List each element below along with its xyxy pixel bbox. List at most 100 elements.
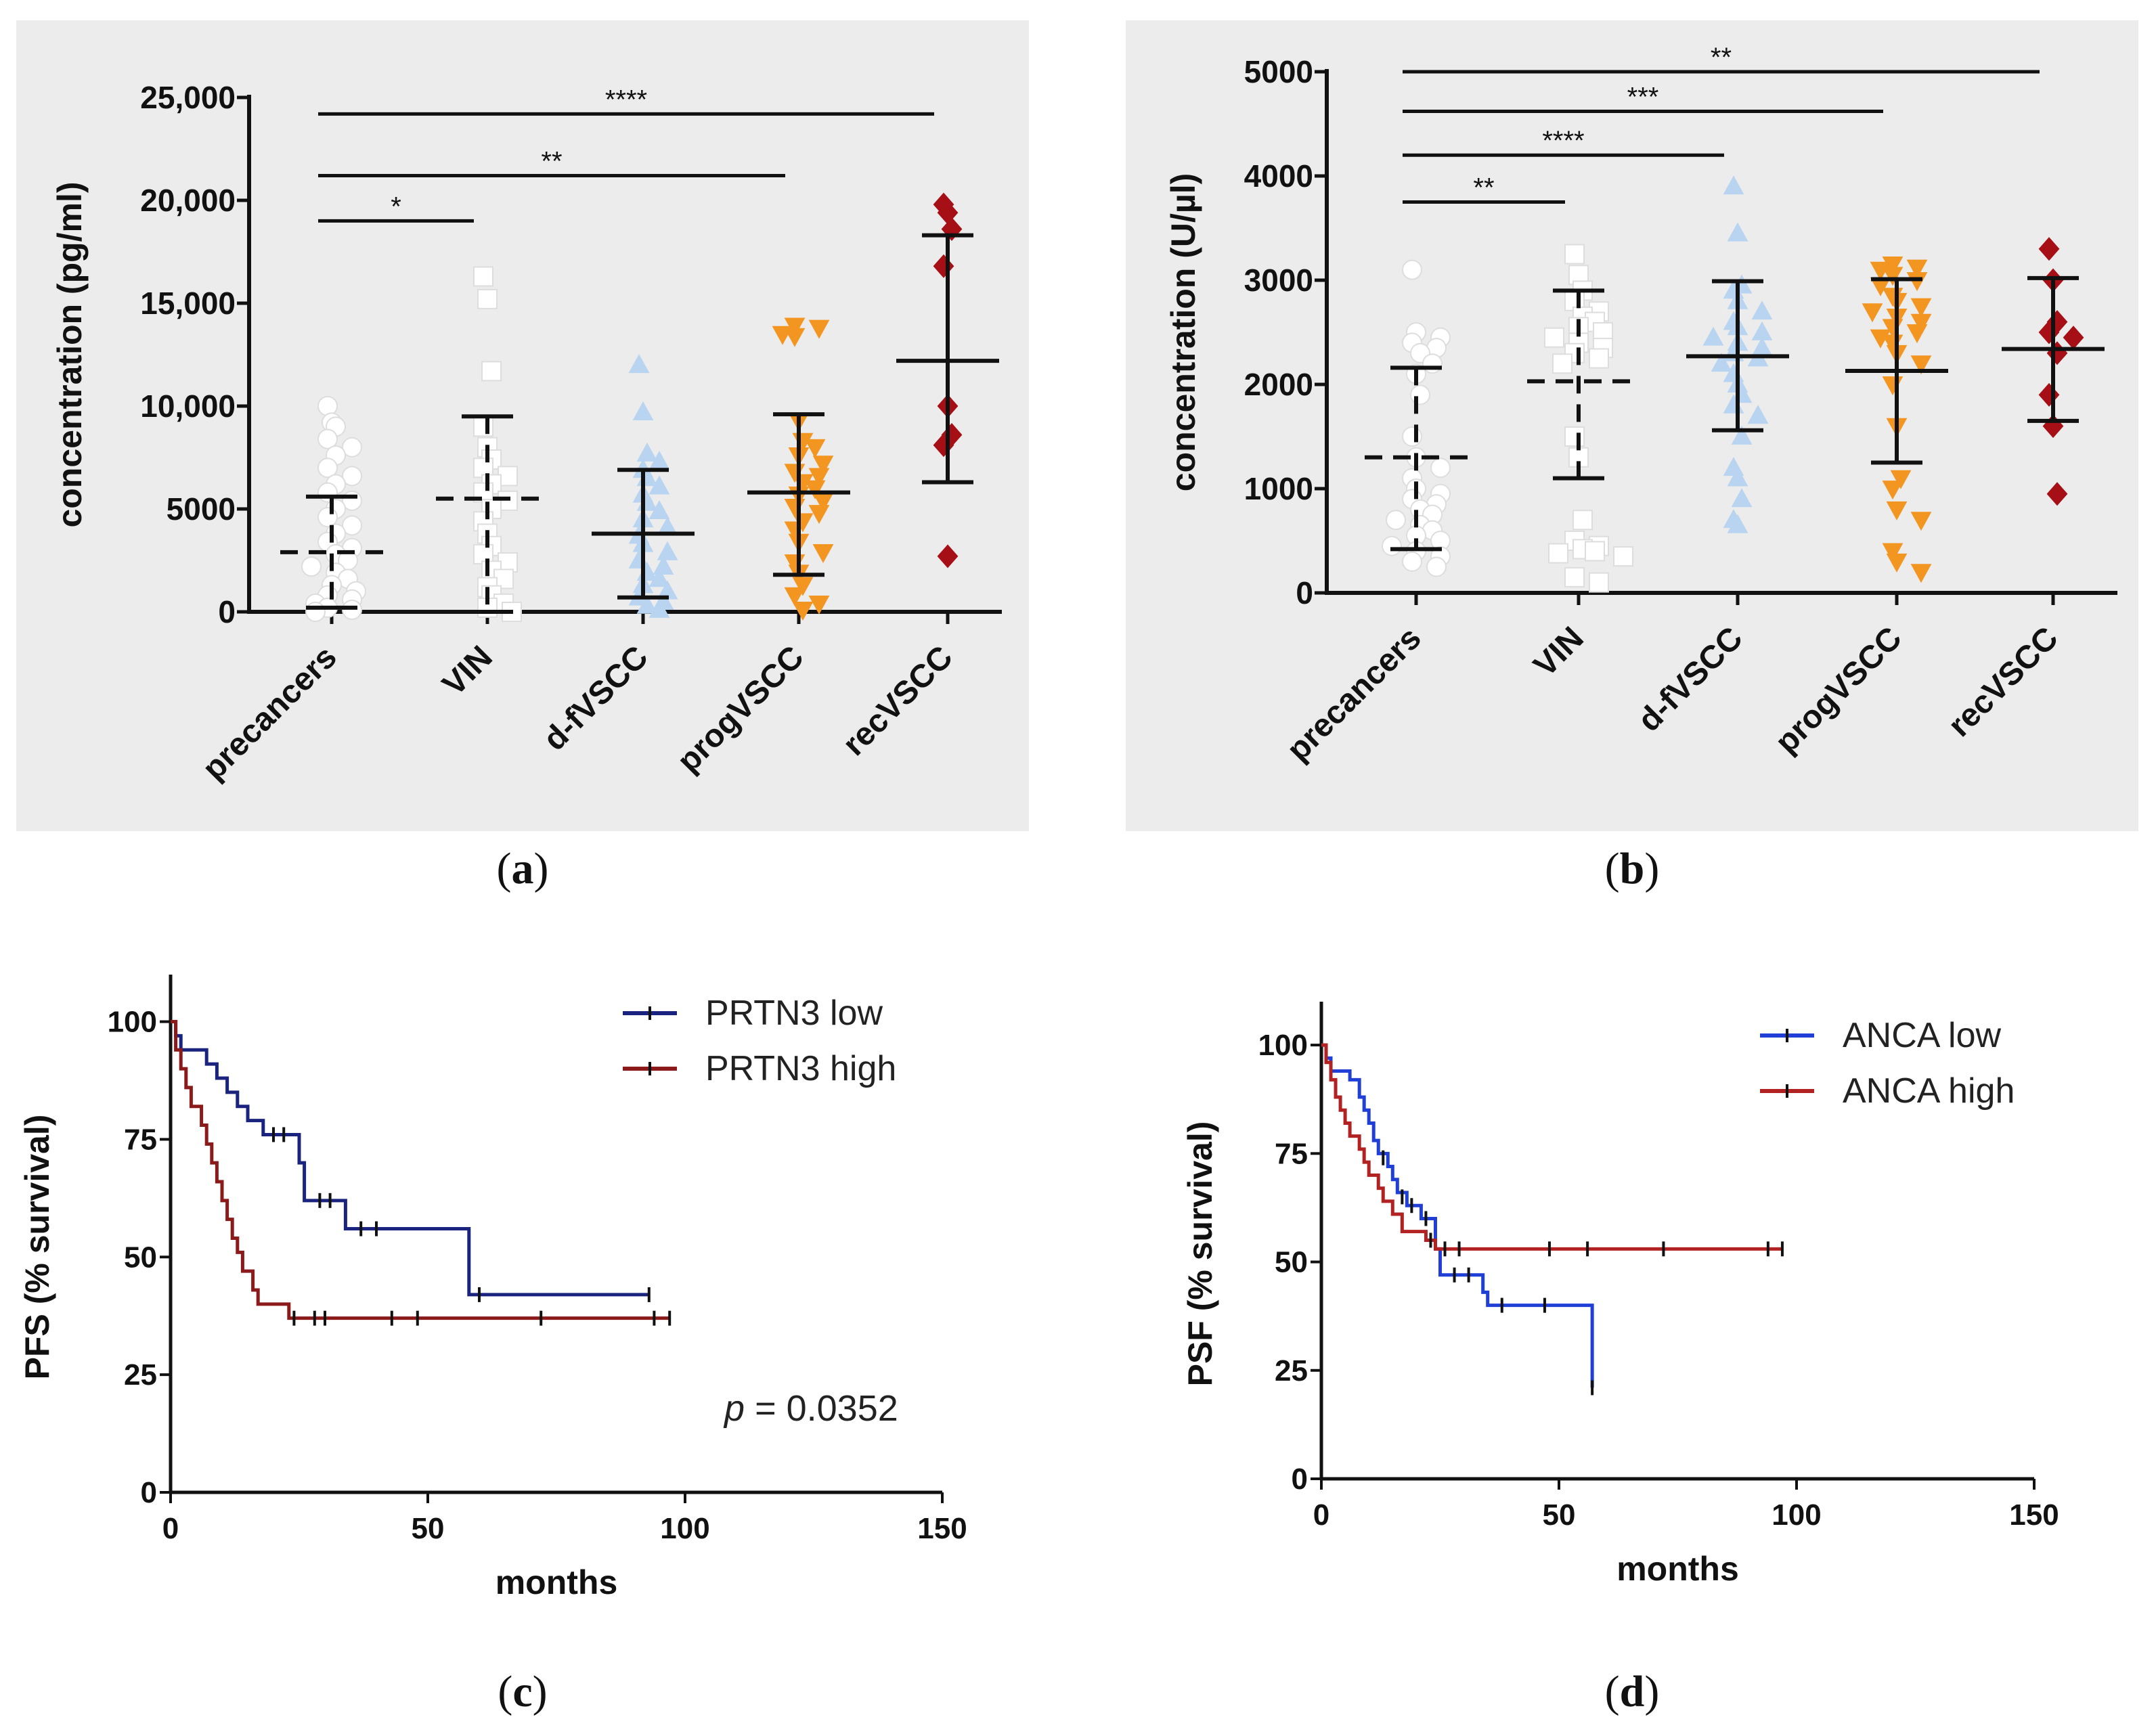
data-point xyxy=(1882,481,1904,500)
y-tick-label-d: 75 xyxy=(1275,1137,1308,1170)
data-point xyxy=(1910,355,1932,375)
data-point xyxy=(473,266,493,287)
category-label-a: progVSCC xyxy=(671,639,811,779)
data-point xyxy=(342,466,362,487)
y-tick-label-b: 1000 xyxy=(1244,471,1313,506)
panel-label-a: (a) xyxy=(496,844,549,893)
y-axis-label-c: PFS (% survival) xyxy=(18,1115,56,1380)
y-tick-label-c: 75 xyxy=(124,1123,157,1156)
data-point xyxy=(636,594,658,614)
data-point xyxy=(305,602,326,622)
data-point xyxy=(1910,298,1932,317)
data-point xyxy=(1890,470,1912,489)
y-tick-label-c: 0 xyxy=(141,1476,157,1509)
data-point xyxy=(1882,376,1904,396)
y-tick-label-a: 15,000 xyxy=(140,286,236,321)
y-tick-label-d: 100 xyxy=(1258,1029,1308,1062)
data-point xyxy=(808,505,830,525)
data-point xyxy=(1910,313,1932,333)
y-tick-label-d: 50 xyxy=(1275,1246,1308,1279)
data-point xyxy=(1564,566,1585,587)
data-point xyxy=(1589,572,1609,593)
data-point xyxy=(808,595,830,615)
y-tick-label-c: 100 xyxy=(108,1006,157,1039)
p-value-text: = 0.0352 xyxy=(755,1388,898,1429)
data-point xyxy=(2038,237,2060,261)
data-point xyxy=(784,587,806,606)
category-label-b: VIN xyxy=(1527,620,1591,684)
data-point xyxy=(1402,259,1422,280)
data-point xyxy=(1402,551,1422,572)
data-point xyxy=(317,396,338,416)
data-point xyxy=(1552,353,1572,374)
data-point xyxy=(2046,482,2068,506)
data-point xyxy=(1568,447,1589,468)
y-tick-label-b: 0 xyxy=(1296,575,1313,610)
y-axis-label-d: PSF (% survival) xyxy=(1181,1121,1219,1387)
data-point xyxy=(1731,488,1753,508)
category-label-a: d-fVSCC xyxy=(537,639,655,757)
y-axis-label-a: concentration (pg/ml) xyxy=(51,181,89,527)
data-point xyxy=(1613,546,1633,567)
data-point xyxy=(812,543,834,563)
data-point xyxy=(792,602,814,621)
y-tick-label-b: 2000 xyxy=(1244,367,1313,402)
data-point xyxy=(2063,326,2084,350)
data-point xyxy=(1723,175,1744,195)
data-point xyxy=(1747,405,1769,424)
category-label-a: precancers xyxy=(196,639,344,787)
data-point xyxy=(1548,543,1568,564)
x-tick-label-d: 0 xyxy=(1313,1498,1329,1532)
data-point xyxy=(657,516,678,536)
data-point xyxy=(1870,329,1891,349)
data-point xyxy=(1886,501,1908,520)
data-point xyxy=(648,450,670,470)
significance-label: ** xyxy=(541,147,562,177)
data-point xyxy=(2038,382,2060,407)
data-point xyxy=(1585,541,1605,562)
x-tick-label-c: 150 xyxy=(917,1512,967,1545)
data-point xyxy=(342,437,362,458)
y-tick-label-c: 25 xyxy=(124,1358,157,1392)
data-point xyxy=(1731,425,1753,445)
data-point xyxy=(1727,514,1748,533)
category-label-b: recVSCC xyxy=(1941,620,2065,744)
data-point xyxy=(1910,512,1932,531)
data-point xyxy=(481,361,502,382)
data-point xyxy=(477,288,498,309)
data-point xyxy=(937,200,959,225)
data-point xyxy=(317,428,338,449)
data-point xyxy=(1862,303,1883,323)
data-point xyxy=(1906,259,1928,279)
survival-curve-anca-low xyxy=(1321,1043,1594,1388)
data-point xyxy=(784,328,806,347)
y-tick-label-b: 4000 xyxy=(1244,158,1313,194)
data-point xyxy=(792,577,814,596)
category-label-a: VIN xyxy=(436,639,500,703)
significance-label: ** xyxy=(1473,173,1494,203)
data-point xyxy=(1751,301,1773,320)
data-point xyxy=(1870,261,1891,281)
data-point xyxy=(1702,326,1724,346)
data-point xyxy=(784,317,806,337)
data-point xyxy=(342,515,362,536)
significance-label: *** xyxy=(1627,83,1659,112)
significance-label: **** xyxy=(1542,126,1584,156)
y-tick-label-b: 3000 xyxy=(1244,263,1313,298)
data-point xyxy=(1906,272,1928,292)
data-point xyxy=(812,492,834,512)
y-axis-label-b: concentration (U/µl) xyxy=(1164,173,1202,491)
x-axis-label-c: months xyxy=(496,1563,618,1601)
panel-label-c: (c) xyxy=(498,1667,548,1716)
y-tick-label-b: 5000 xyxy=(1244,54,1313,89)
data-point xyxy=(808,319,830,339)
data-point xyxy=(1751,321,1773,340)
data-point xyxy=(808,468,830,487)
data-point xyxy=(1572,510,1593,531)
chart-b: 0 1000 2000 3000 4000 5000 concentration (U/µl… xyxy=(1164,43,2117,768)
y-tick-label-a: 0 xyxy=(218,594,236,629)
panel-label-d: (d) xyxy=(1604,1667,1660,1716)
y-tick-label-a: 10,000 xyxy=(140,388,236,424)
data-point xyxy=(636,442,658,462)
